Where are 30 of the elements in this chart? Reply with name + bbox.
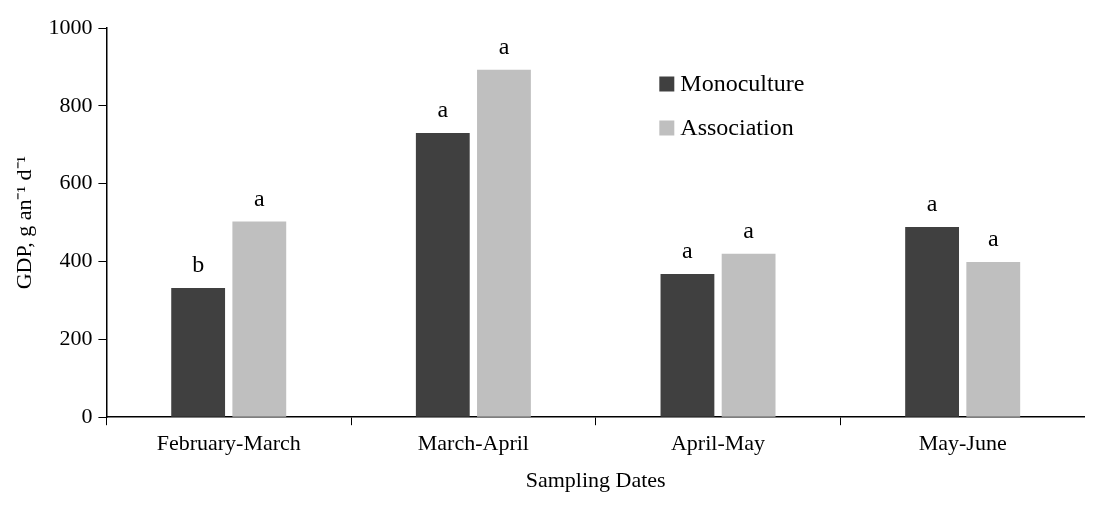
y-axis-title: GDP, g an⁻¹ d⁻¹: [10, 155, 36, 290]
y-tick-label: 400: [59, 247, 93, 273]
data-label: a: [253, 184, 265, 211]
bar: [905, 226, 960, 417]
x-tick-label: May-June: [918, 430, 1007, 456]
x-tick-label: April-May: [670, 430, 766, 456]
data-label: a: [437, 96, 449, 123]
data-label: b: [192, 251, 205, 278]
data-label: a: [682, 237, 694, 264]
y-tick-label: 1000: [48, 13, 93, 39]
y-tick-label: 0: [81, 402, 93, 428]
x-tick-label: February-March: [156, 430, 301, 456]
y-tick-label: 200: [59, 325, 93, 351]
y-tick-label: 800: [59, 91, 93, 117]
legend-label: Association: [680, 114, 794, 141]
bar: [232, 221, 287, 417]
bar: [966, 261, 1021, 417]
bar: [660, 273, 715, 417]
data-label: a: [926, 190, 938, 217]
x-axis-title: Sampling Dates: [525, 466, 666, 492]
data-label: a: [498, 32, 510, 59]
legend-label: Monoculture: [680, 70, 805, 97]
y-tick-label: 600: [59, 169, 93, 195]
bar: [415, 133, 470, 417]
bar: [171, 287, 226, 417]
bar: [721, 253, 776, 417]
x-tick-label: March-April: [417, 430, 529, 456]
data-label: a: [987, 225, 999, 252]
bar: [477, 69, 531, 417]
data-label: a: [743, 217, 755, 244]
